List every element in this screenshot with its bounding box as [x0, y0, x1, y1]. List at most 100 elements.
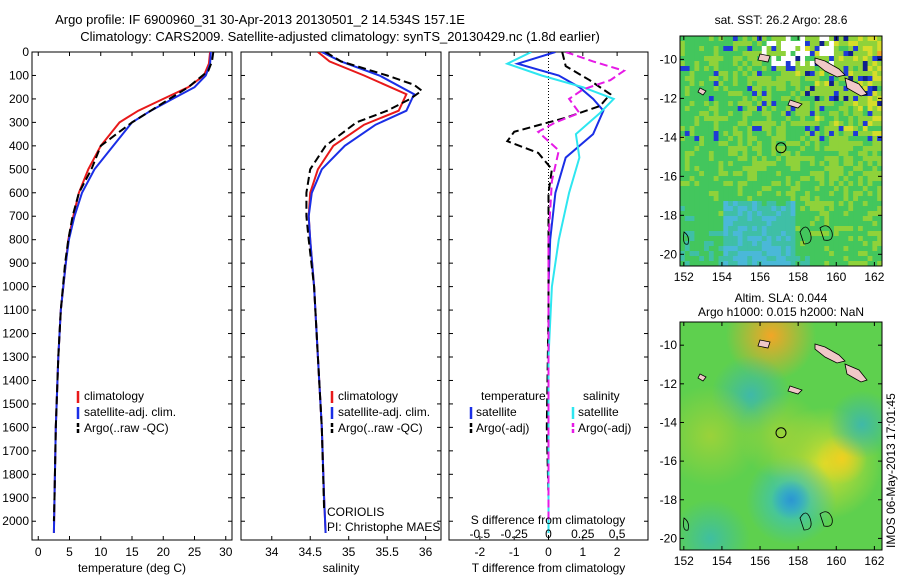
sst-cell: [742, 56, 748, 62]
sst-cell: [858, 146, 864, 152]
sst-cell: [814, 66, 820, 72]
sst-cell: [853, 76, 859, 82]
sst-cell: [708, 201, 715, 207]
sst-cell: [757, 151, 763, 157]
sst-cell: [761, 41, 767, 47]
sst-cell: [781, 236, 787, 242]
sst-cell: [708, 146, 715, 152]
sst-cell: [877, 136, 882, 142]
sst-cell: [824, 201, 830, 207]
y-tick-label: 100: [9, 68, 29, 82]
sst-cell: [704, 41, 710, 47]
sst-cell: [824, 86, 830, 92]
sst-cell: [858, 246, 864, 252]
sst-cell: [853, 256, 859, 262]
sst-cell: [809, 216, 816, 222]
sst-cell: [790, 261, 796, 266]
sst-cell: [699, 136, 705, 142]
sst-cell: [800, 246, 806, 252]
sst-cell: [795, 236, 801, 242]
sst-cell: [785, 76, 791, 82]
sst-cell: [732, 96, 739, 102]
sst-cell: [814, 261, 820, 266]
sst-cell: [766, 246, 772, 252]
sst-cell: [728, 46, 734, 52]
sst-cell: [752, 56, 758, 62]
sst-cell: [723, 201, 729, 207]
sst-cell: [877, 111, 882, 117]
sst-cell: [757, 61, 763, 67]
sst-cell: [824, 171, 830, 177]
sst-cell: [795, 226, 801, 232]
sst-cell: [877, 141, 882, 147]
sst-cell: [800, 36, 806, 42]
sst-cell: [829, 261, 835, 266]
sst-cell: [732, 126, 739, 132]
sst-cell: [824, 196, 830, 202]
sst-cell: [824, 101, 830, 107]
sst-cell: [757, 241, 763, 247]
sst-cell: [728, 241, 734, 247]
sst-cell: [689, 196, 695, 202]
sst-cell: [824, 51, 830, 57]
sst-cell: [713, 171, 719, 177]
sst-cell: [704, 131, 710, 137]
sst-cell: [766, 206, 772, 212]
sst-cell: [853, 101, 859, 107]
sst-cell: [809, 231, 816, 237]
sst-cell: [752, 46, 758, 52]
sst-cell: [747, 151, 753, 157]
sst-cell: [684, 136, 690, 142]
sst-cell: [877, 256, 882, 262]
sst-cell: [838, 261, 844, 266]
sst-cell: [824, 166, 830, 172]
sst-cell: [776, 171, 782, 177]
sst-cell: [814, 136, 820, 142]
sst-cell: [704, 61, 710, 67]
sst-cell: [752, 101, 758, 107]
sst-cell: [684, 201, 690, 207]
sst-cell: [800, 126, 806, 132]
sst-cell: [838, 91, 844, 97]
sst-cell: [785, 206, 791, 212]
sst-cell: [718, 51, 724, 57]
sst-cell: [838, 36, 844, 42]
sst-cell: [689, 116, 695, 122]
sst-cell: [699, 201, 705, 207]
sst-cell: [867, 196, 873, 202]
sst-cell: [723, 106, 729, 112]
sst-cell: [800, 121, 806, 127]
sst-cell: [809, 236, 816, 242]
sst-cell: [689, 261, 695, 266]
sst-cell: [877, 171, 882, 177]
sst-cell: [732, 86, 739, 92]
sst-cell: [785, 41, 791, 47]
sst-cell: [872, 201, 878, 207]
sst-map-title: sat. SST: 26.2 Argo: 28.6: [715, 13, 848, 27]
sst-cell: [694, 256, 700, 262]
sst-cell: [699, 101, 705, 107]
sst-cell: [848, 186, 854, 192]
sst-cell: [790, 41, 796, 47]
sst-cell: [752, 171, 758, 177]
sst-cell: [833, 181, 840, 187]
sst-cell: [747, 126, 753, 132]
sst-cell: [877, 51, 882, 57]
sst-cell: [785, 191, 791, 197]
sst-cell: [800, 216, 806, 222]
sst-cell: [785, 251, 791, 257]
sst-cell: [728, 126, 734, 132]
sst-cell: [795, 116, 801, 122]
sst-cell: [699, 216, 705, 222]
sst-cell: [757, 101, 763, 107]
sst-cell: [853, 201, 859, 207]
sst-cell: [862, 161, 868, 167]
sst-cell: [680, 36, 686, 42]
sst-cell: [843, 96, 849, 102]
sst-cell: [843, 191, 849, 197]
sst-cell: [776, 221, 782, 227]
sst-cell: [761, 131, 767, 137]
sst-cell: [704, 156, 710, 162]
sst-cell: [718, 161, 724, 167]
x-tick-label: 36: [419, 545, 433, 559]
